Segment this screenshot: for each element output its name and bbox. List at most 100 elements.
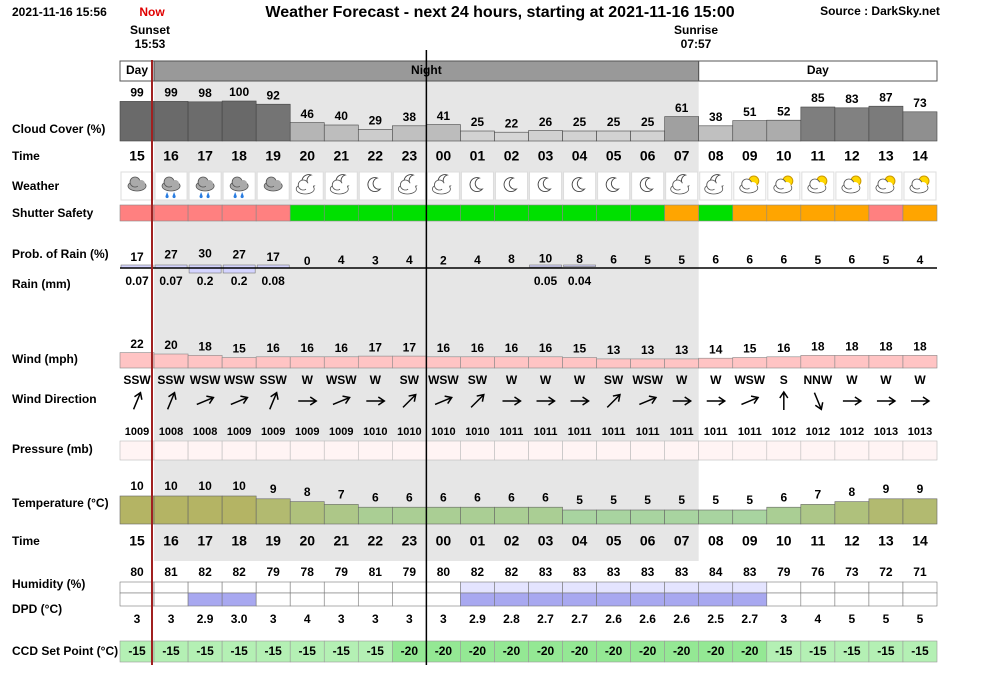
temperature-bar [221,495,257,525]
weather-icon [263,176,283,192]
pressure-value: 1008 [159,426,183,438]
rain-prob-value: 6 [712,253,719,267]
humidity-value: 81 [369,565,383,579]
hour-label: 05 [606,533,622,549]
pressure-cell [528,440,563,461]
ccd-value: -15 [809,644,827,658]
humidity-cell [766,581,802,594]
dpd-cell [357,592,393,607]
ccd-value: -15 [843,644,861,658]
pressure-cell [426,440,461,461]
icon-cloud [441,183,450,191]
band-label: Day [807,63,829,77]
temperature-bar [119,495,155,525]
hour-label: 02 [504,148,520,164]
wind-dir: W [506,373,518,387]
pressure-value: 1013 [874,426,898,438]
shutter-cell [494,204,529,222]
temperature-bar [698,509,734,525]
shutter-cell [153,204,189,222]
row-label: Shutter Safety [12,206,94,220]
cloud-bar [153,101,189,142]
ccd-value: -20 [741,644,759,658]
dpd-cell [494,592,529,607]
icon-rain [206,192,210,199]
weather-icon [329,174,350,195]
dpd-value: 4 [304,612,311,626]
band-label: Day [126,63,148,77]
wind-dir: W [914,373,926,387]
shutter-cell [119,204,155,222]
wind-arrow [502,396,522,406]
humidity-value: 79 [777,565,791,579]
wind-arrow [672,396,693,406]
weather-cell [358,171,392,201]
dpd-cell [221,592,257,607]
cloud-bar [834,107,870,142]
wind-value: 18 [811,340,825,354]
icon-moon [367,177,382,193]
temperature-value: 9 [917,482,924,496]
pressure-cell [868,440,904,461]
cloud-bar [800,106,836,142]
cloud-value: 92 [267,88,281,102]
humidity-cell [902,581,938,594]
hour-label: 02 [504,533,520,549]
cloud-bar [255,103,291,142]
hour-label: 14 [912,148,928,164]
dpd-cell [698,592,734,607]
humidity-value: 71 [913,565,927,579]
rain-value: 0.05 [534,274,558,288]
temperature-value: 6 [542,490,549,504]
icon-cloud [713,183,722,191]
weather-cell [869,171,903,201]
row-label: Wind Direction [12,392,97,406]
cloud-bar [528,130,563,142]
cloud-value: 38 [403,110,417,124]
rain-value: 0.07 [159,274,183,288]
cloud-value: 87 [879,90,893,104]
wind-dir: S [780,373,788,387]
hour-label: 14 [912,533,928,549]
wind-value: 16 [335,341,349,355]
shutter-cell [289,204,325,222]
wind-value: 17 [369,340,383,354]
cloud-value: 29 [369,114,383,128]
humidity-value: 79 [403,565,417,579]
wind-bar [868,355,904,369]
humidity-cell [289,581,325,594]
weather-icon [704,174,724,195]
hour-label: 05 [606,148,622,164]
dpd-value: 5 [883,612,890,626]
pressure-value: 1011 [636,426,660,438]
dpd-value: 3 [168,612,175,626]
humidity-value: 83 [539,565,553,579]
wind-bar [494,356,529,369]
wind-bar [119,352,155,369]
icon-cloud [339,183,348,191]
hour-label: 12 [844,533,860,549]
wind-value: 16 [505,341,519,355]
hour-label: 19 [265,533,281,549]
temperature-bar [460,506,495,525]
hour-label: 03 [538,148,554,164]
wind-dir: W [302,373,314,387]
temperature-bar [153,495,189,525]
dpd-cell [868,592,904,607]
wind-bar [153,353,189,369]
temperature-bar [562,509,597,525]
temperature-bar [834,501,870,525]
wind-value: 15 [743,342,757,356]
sunrise-time: 07:57 [681,37,712,51]
cloud-value: 22 [505,116,519,130]
icon-rain [172,192,176,199]
weather-icon [639,177,654,193]
hour-label: 06 [640,148,656,164]
icon-rain [233,192,237,199]
wind-bar [221,357,257,369]
dpd-value: 3 [440,612,447,626]
pressure-value: 1010 [431,426,455,438]
humidity-cell [630,581,665,594]
temperature-value: 6 [406,490,413,504]
row-label: DPD (°C) [12,602,62,616]
